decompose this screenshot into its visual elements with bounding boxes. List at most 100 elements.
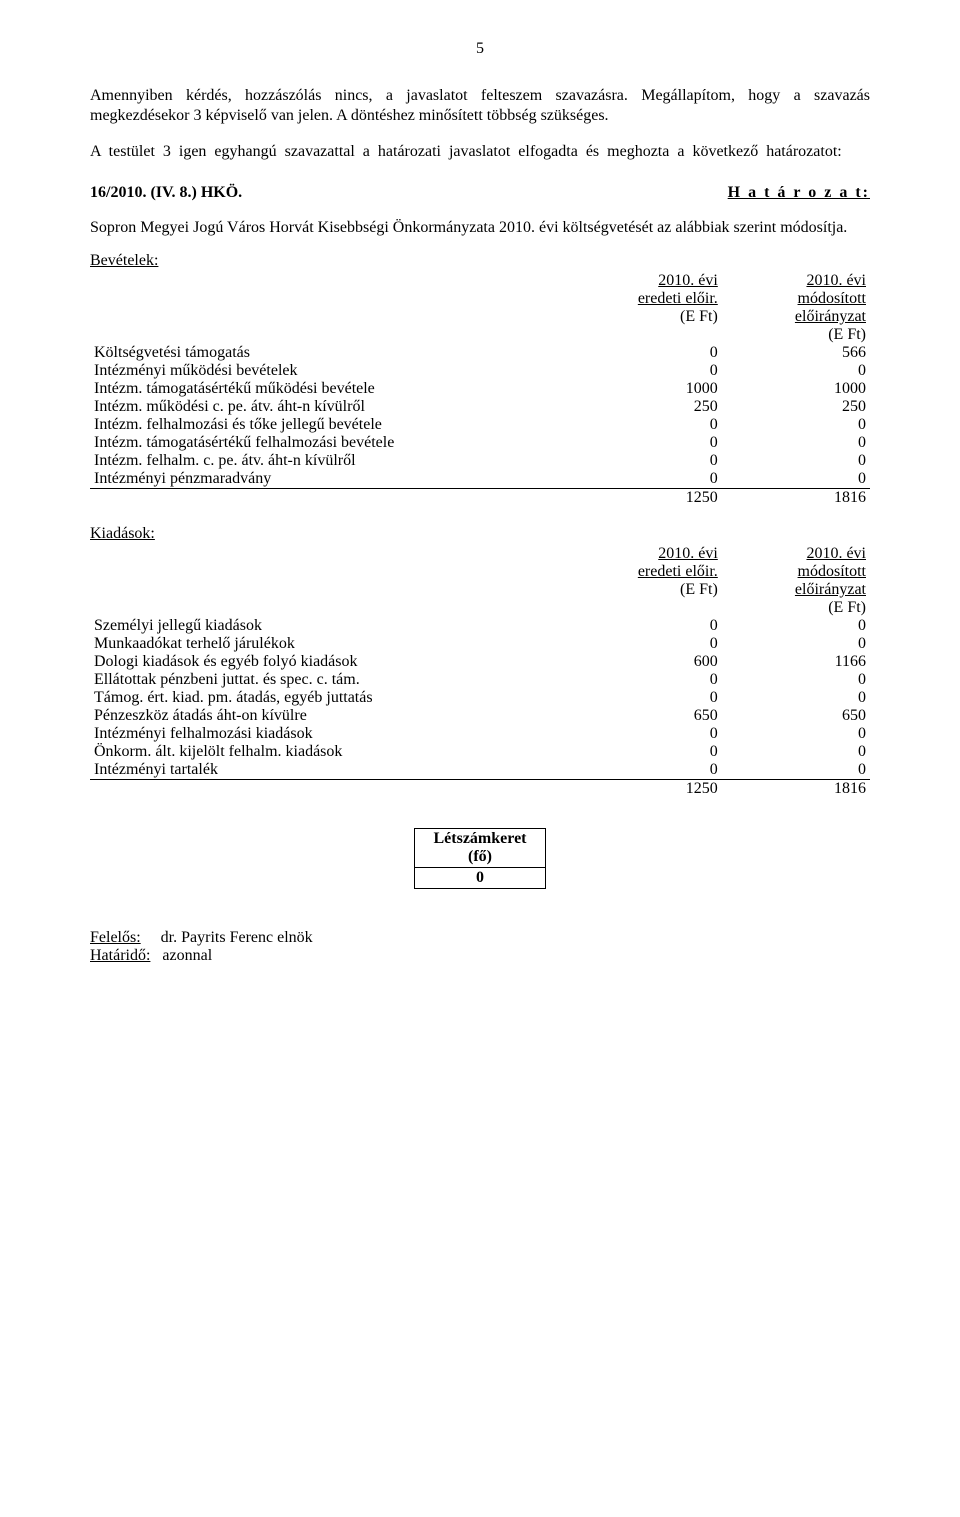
row-value-a: 0 bbox=[574, 671, 722, 689]
table-row: Intézm. támogatásértékű működési bevétel… bbox=[90, 380, 870, 398]
table-total-empty bbox=[90, 780, 574, 799]
row-label: Intézm. felhalm. c. pe. átv. áht-n kívül… bbox=[90, 452, 574, 470]
table-header-col1-l3: (E Ft) bbox=[680, 308, 718, 325]
table-header-col1-l1: 2010. évi bbox=[658, 272, 718, 289]
table-header-col2-l2: módosított bbox=[798, 290, 866, 307]
table-header-col2: 2010. évi módosított előirányzat (E Ft) bbox=[722, 272, 870, 344]
table-header-col1-l2: eredeti előir. bbox=[638, 563, 718, 580]
table-header-col1-l3: (E Ft) bbox=[680, 581, 718, 598]
table-row: Intézményi tartalék00 bbox=[90, 761, 870, 780]
row-value-a: 0 bbox=[574, 416, 722, 434]
table-row: Költségvetési támogatás0566 bbox=[90, 344, 870, 362]
decision-heading: 16/2010. (IV. 8.) HKÖ. H a t á r o z a t… bbox=[90, 184, 870, 202]
row-label: Intézményi felhalmozási kiadások bbox=[90, 725, 574, 743]
section-title-bevetelek: Bevételek: bbox=[90, 252, 870, 270]
row-value-a: 600 bbox=[574, 653, 722, 671]
row-value-b: 0 bbox=[722, 635, 870, 653]
row-value-b: 1000 bbox=[722, 380, 870, 398]
table-row: Támog. ért. kiad. pm. átadás, egyéb jutt… bbox=[90, 689, 870, 707]
row-value-a: 250 bbox=[574, 398, 722, 416]
table-header-col1-l1: 2010. évi bbox=[658, 545, 718, 562]
table-total-empty bbox=[90, 489, 574, 508]
table-header-col2-l4: (E Ft) bbox=[828, 599, 866, 616]
row-value-a: 0 bbox=[574, 689, 722, 707]
table-row: Intézm. működési c. pe. átv. áht-n kívül… bbox=[90, 398, 870, 416]
row-value-a: 0 bbox=[574, 725, 722, 743]
row-label: Intézm. működési c. pe. átv. áht-n kívül… bbox=[90, 398, 574, 416]
table-bevetelek-total-a: 1250 bbox=[574, 489, 722, 508]
row-label: Önkorm. ált. kijelölt felhalm. kiadások bbox=[90, 743, 574, 761]
decision-label: H a t á r o z a t: bbox=[728, 184, 870, 202]
row-label: Intézm. felhalmozási és tőke jellegű bev… bbox=[90, 416, 574, 434]
table-row: Dologi kiadások és egyéb folyó kiadások6… bbox=[90, 653, 870, 671]
row-label: Költségvetési támogatás bbox=[90, 344, 574, 362]
row-value-b: 0 bbox=[722, 761, 870, 780]
table-row: Ellátottak pénzbeni juttat. és spec. c. … bbox=[90, 671, 870, 689]
table-kiadasok-body: Személyi jellegű kiadások00Munkaadókat t… bbox=[90, 617, 870, 780]
row-value-b: 0 bbox=[722, 470, 870, 489]
table-row: Intézm. felhalm. c. pe. átv. áht-n kívül… bbox=[90, 452, 870, 470]
table-header-col2: 2010. évi módosított előirányzat (E Ft) bbox=[722, 545, 870, 617]
row-value-b: 650 bbox=[722, 707, 870, 725]
table-header-empty bbox=[90, 545, 574, 617]
table-row: Személyi jellegű kiadások00 bbox=[90, 617, 870, 635]
row-value-b: 566 bbox=[722, 344, 870, 362]
row-value-a: 0 bbox=[574, 434, 722, 452]
table-header-col2-l1: 2010. évi bbox=[806, 545, 866, 562]
table-row: Munkaadókat terhelő járulékok00 bbox=[90, 635, 870, 653]
row-label: Intézményi működési bevételek bbox=[90, 362, 574, 380]
row-value-a: 0 bbox=[574, 617, 722, 635]
table-header-col2-l1: 2010. évi bbox=[806, 272, 866, 289]
felelos-label: Felelős: bbox=[90, 929, 141, 946]
table-row: Intézményi működési bevételek00 bbox=[90, 362, 870, 380]
row-value-a: 0 bbox=[574, 362, 722, 380]
hatarido-value: azonnal bbox=[162, 947, 212, 964]
row-label: Intézm. támogatásértékű felhalmozási bev… bbox=[90, 434, 574, 452]
row-value-b: 0 bbox=[722, 452, 870, 470]
table-row: Intézményi felhalmozási kiadások00 bbox=[90, 725, 870, 743]
row-label: Munkaadókat terhelő járulékok bbox=[90, 635, 574, 653]
row-value-b: 0 bbox=[722, 434, 870, 452]
row-value-a: 0 bbox=[574, 743, 722, 761]
row-value-b: 1166 bbox=[722, 653, 870, 671]
table-header-col2-l2: módosított bbox=[798, 563, 866, 580]
letszam-line1: Létszámkeret bbox=[434, 830, 527, 847]
page-number: 5 bbox=[90, 40, 870, 58]
row-value-a: 0 bbox=[574, 761, 722, 780]
row-label: Intézményi tartalék bbox=[90, 761, 574, 780]
row-value-a: 0 bbox=[574, 635, 722, 653]
table-header-empty bbox=[90, 272, 574, 344]
paragraph-3: Sopron Megyei Jogú Város Horvát Kisebbsé… bbox=[90, 218, 870, 238]
letszam-line2: (fő) bbox=[468, 848, 492, 865]
table-bevetelek-body: Költségvetési támogatás0566Intézményi mű… bbox=[90, 344, 870, 489]
row-value-a: 0 bbox=[574, 470, 722, 489]
table-header-col2-l3: előirányzat bbox=[795, 581, 866, 598]
table-kiadasok-total-b: 1816 bbox=[722, 780, 870, 799]
row-value-b: 0 bbox=[722, 416, 870, 434]
row-label: Intézm. támogatásértékű működési bevétel… bbox=[90, 380, 574, 398]
row-value-b: 0 bbox=[722, 743, 870, 761]
table-kiadasok-total: 1250 1816 bbox=[90, 780, 870, 799]
row-value-a: 1000 bbox=[574, 380, 722, 398]
row-value-b: 0 bbox=[722, 671, 870, 689]
table-row: Intézményi pénzmaradvány00 bbox=[90, 470, 870, 489]
table-bevetelek-total: 1250 1816 bbox=[90, 489, 870, 508]
row-value-b: 0 bbox=[722, 362, 870, 380]
table-kiadasok-total-a: 1250 bbox=[574, 780, 722, 799]
table-kiadasok: 2010. évi eredeti előir. (E Ft) 2010. év… bbox=[90, 545, 870, 798]
table-header-col2-l3: előirányzat bbox=[795, 308, 866, 325]
decision-number: 16/2010. (IV. 8.) HKÖ. bbox=[90, 184, 242, 202]
row-value-b: 0 bbox=[722, 725, 870, 743]
row-value-a: 0 bbox=[574, 452, 722, 470]
row-label: Támog. ért. kiad. pm. átadás, egyéb jutt… bbox=[90, 689, 574, 707]
footer: Felelős: dr. Payrits Ferenc elnök Határi… bbox=[90, 929, 870, 965]
row-value-a: 650 bbox=[574, 707, 722, 725]
row-label: Dologi kiadások és egyéb folyó kiadások bbox=[90, 653, 574, 671]
section-title-kiadasok: Kiadások: bbox=[90, 525, 870, 543]
table-row: Pénzeszköz átadás áht-on kívülre650650 bbox=[90, 707, 870, 725]
table-header-col1-l2: eredeti előir. bbox=[638, 290, 718, 307]
row-label: Pénzeszköz átadás áht-on kívülre bbox=[90, 707, 574, 725]
table-row: Intézm. támogatásértékű felhalmozási bev… bbox=[90, 434, 870, 452]
row-value-b: 250 bbox=[722, 398, 870, 416]
table-header-col2-l4: (E Ft) bbox=[828, 326, 866, 343]
